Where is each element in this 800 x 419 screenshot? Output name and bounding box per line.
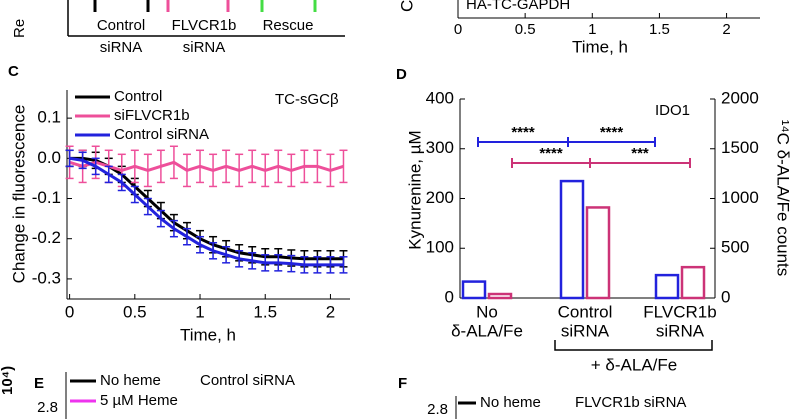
legend-label: siFLVCR1b <box>114 107 190 124</box>
significance: **** <box>600 124 624 141</box>
y-tick-label: 0.0 <box>37 148 61 167</box>
legend-label: Control <box>114 88 162 105</box>
y2-tick-label: 500 <box>721 238 749 257</box>
x-tick-label: 1 <box>588 21 596 38</box>
y2-tick-label: 0 <box>721 287 730 306</box>
label: siRNA <box>183 39 226 56</box>
panel-letter: D <box>396 66 407 83</box>
x-tick-label: δ-ALA/Fe <box>451 321 523 340</box>
y-tick-label: 2.8 <box>427 401 448 418</box>
panel-letter: C <box>8 63 19 80</box>
y-unit: 10⁴) <box>0 366 16 395</box>
panel-letter: F <box>398 375 407 392</box>
x-tick-label: FLVCR1b <box>643 302 716 321</box>
x-tick-label: siRNA <box>656 321 705 340</box>
x-tick-label: 0 <box>65 302 74 321</box>
y-tick-label: 2.8 <box>37 399 58 416</box>
bar <box>461 280 487 300</box>
y-tick-label: -0.2 <box>32 228 61 247</box>
annotation: TC-sGCβ <box>275 91 339 108</box>
label: FLVCR1b <box>172 17 237 34</box>
panel-letter: E <box>34 375 44 392</box>
series-line <box>69 156 344 261</box>
x-tick-label: Control <box>558 302 613 321</box>
y2-tick-label: 1000 <box>721 188 759 207</box>
legend-label: 5 µM Heme <box>100 392 178 409</box>
legend-label: No heme <box>480 394 541 411</box>
significance: **** <box>539 145 563 162</box>
y-tick-label: 400 <box>426 88 454 107</box>
y-label: Kynurenine, µM <box>405 130 424 249</box>
legend-label: No heme <box>100 372 161 389</box>
x-tick-label: No <box>476 302 498 321</box>
annotation: Control siRNA <box>200 372 295 389</box>
y-tick-label: -0.3 <box>32 268 61 287</box>
x-tick-label: 2 <box>722 21 730 38</box>
x-tick-label: 0 <box>454 21 462 38</box>
series-line <box>69 156 344 267</box>
y2-tick-label: 1500 <box>721 138 759 157</box>
x-tick-label: 0.5 <box>515 21 536 38</box>
label: Rescue <box>263 17 314 34</box>
bracket-label: + δ-ALA/Fe <box>591 355 677 374</box>
bar <box>585 206 611 300</box>
x-label: Time, h <box>572 37 628 56</box>
significance: *** <box>631 145 649 162</box>
x-tick-label: 1.5 <box>253 302 277 321</box>
legend-label: Control siRNA <box>114 126 209 143</box>
y-label: Re <box>11 19 28 38</box>
significance: **** <box>511 124 535 141</box>
bar <box>680 265 706 300</box>
y-tick-label: 0.1 <box>37 108 61 127</box>
y2-tick-label: 2000 <box>721 88 759 107</box>
annotation: FLVCR1b siRNA <box>575 394 686 411</box>
bar <box>654 273 680 300</box>
annotation: IDO1 <box>655 102 690 119</box>
y-tick-label: -0.1 <box>32 188 61 207</box>
bracket <box>554 340 713 351</box>
annotation: HA-TC-GAPDH <box>466 0 570 13</box>
x-tick-label: 2 <box>326 302 335 321</box>
x-label: Time, h <box>180 325 236 344</box>
label: siRNA <box>100 39 143 56</box>
bar <box>487 292 513 300</box>
x-tick-label: 1 <box>195 302 204 321</box>
y-tick-label: 200 <box>426 188 454 207</box>
x-tick-label: siRNA <box>561 321 610 340</box>
y-tick-label: 0 <box>445 287 454 306</box>
y-tick-label: 300 <box>426 138 454 157</box>
x-tick-label: 0.5 <box>123 302 147 321</box>
series-line <box>69 160 344 173</box>
y2-label: ¹⁴C δ-ALA/Fe counts <box>774 120 793 277</box>
x-tick-label: 1.5 <box>649 21 670 38</box>
label: Control <box>97 17 145 34</box>
bar <box>559 179 585 300</box>
y-label: Change in fluorescence <box>9 105 28 284</box>
y-tick-label: 100 <box>426 238 454 257</box>
y-label: C <box>397 0 416 12</box>
